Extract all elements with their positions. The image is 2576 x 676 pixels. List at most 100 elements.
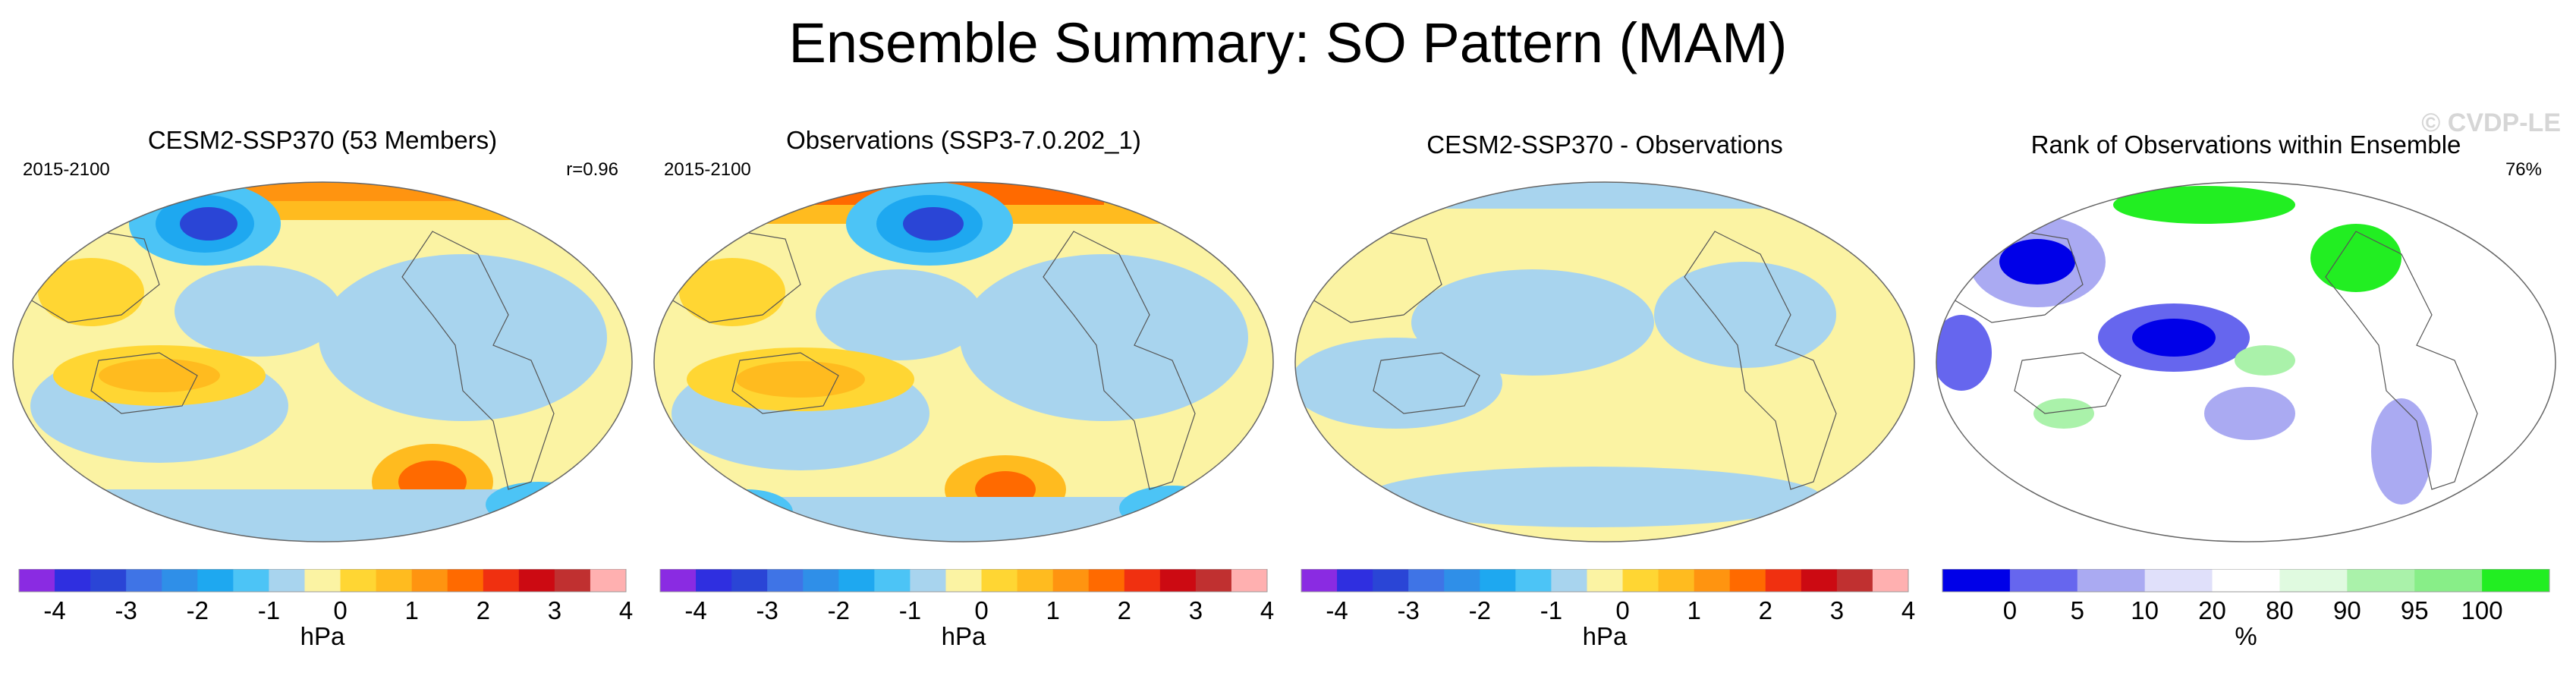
colorbar-box xyxy=(2077,569,2146,592)
colorbar-box xyxy=(162,569,198,592)
period-label: 2015-2100 xyxy=(23,159,110,180)
panel-model: CESM2-SSP370 (53 Members) 2015-2100 r=0.… xyxy=(8,121,637,664)
colorbar-tick-label: -1 xyxy=(899,596,921,622)
colorbar-tick-label: 2 xyxy=(1759,596,1772,622)
colorbar: -4 -3 -2 -1 0 1 2 3 4 xyxy=(1301,569,1915,622)
colorbar-unit: hPa xyxy=(941,622,986,650)
colorbar-tick-label: 100 xyxy=(2461,596,2503,622)
map-border xyxy=(12,181,633,542)
colorbar-box xyxy=(910,569,946,592)
map-rank xyxy=(1936,181,2556,542)
colorbar-box xyxy=(2009,569,2078,592)
colorbar-tick-label: 2 xyxy=(477,596,490,622)
colorbar-box xyxy=(1017,569,1054,592)
colorbar-box xyxy=(1515,569,1552,592)
colorbar-outline xyxy=(659,569,1268,593)
colorbar-tick-label: 1 xyxy=(1046,596,1059,622)
panel-difference: CESM2-SSP370 - Observations -4 -3 -2 -1 0 1 2 3… xyxy=(1290,121,1920,664)
colorbar-box xyxy=(1729,569,1766,592)
colorbar-box xyxy=(1765,569,1802,592)
colorbar-tick-label: -4 xyxy=(43,596,65,622)
correlation-label: r=0.96 xyxy=(566,159,618,180)
colorbar-box xyxy=(1622,569,1659,592)
colorbar-box xyxy=(731,569,768,592)
colorbar-tick-label: 3 xyxy=(1189,596,1203,622)
colorbar-box xyxy=(767,569,804,592)
arctic-high-rank xyxy=(2113,186,2295,224)
asia-high xyxy=(679,258,785,326)
americas-coast xyxy=(2325,231,2478,490)
colorbar-tick-label: 3 xyxy=(548,596,561,622)
colorbar-tick-label: -2 xyxy=(828,596,850,622)
colorbar-tick-label: -3 xyxy=(115,596,137,622)
colorbar-box xyxy=(660,569,697,592)
arctic-low xyxy=(1295,182,1914,209)
colorbar-box xyxy=(1195,569,1232,592)
pacific-low-rank-core xyxy=(2132,319,2216,357)
colorbar-box xyxy=(1231,569,1268,592)
colorbar-tick-label: -1 xyxy=(1540,596,1562,622)
watermark: © CVDP-LE xyxy=(2421,108,2561,137)
colorbar-box xyxy=(1444,569,1480,592)
asia-low-rank-core xyxy=(1999,239,2075,285)
east-pacific-low xyxy=(319,254,607,421)
colorbar-box xyxy=(945,569,983,592)
southern-low-2 xyxy=(1119,486,1225,531)
colorbar-box xyxy=(2212,569,2280,592)
colorbar-tick-label: 0 xyxy=(1615,596,1629,622)
map-difference xyxy=(1294,181,1915,542)
colorbar-box xyxy=(554,569,591,592)
colorbar-unit: % xyxy=(2235,622,2257,650)
colorbar-box xyxy=(1480,569,1516,592)
colorbar-tick-label: 4 xyxy=(619,596,633,622)
period-label: 2015-2100 xyxy=(664,159,751,180)
colorbar-box xyxy=(1408,569,1445,592)
colorbar-box xyxy=(411,569,448,592)
americas-coast xyxy=(1043,231,1196,490)
colorbar: -4 -3 -2 -1 0 1 2 3 4 xyxy=(659,569,1274,622)
colorbar-tick-label: 0 xyxy=(333,596,347,622)
colorbar-box xyxy=(803,569,839,592)
colorbar-tick-label: 10 xyxy=(2131,596,2159,622)
colorbar-box xyxy=(340,569,377,592)
colorbar-box xyxy=(1872,569,1909,592)
east-pacific-low xyxy=(1654,262,1836,368)
indian-low xyxy=(1295,338,1502,429)
colorbar-box xyxy=(376,569,413,592)
southern-ocean-low xyxy=(654,497,1273,542)
colorbar-tick-label: -4 xyxy=(1326,596,1348,622)
pacific-low xyxy=(1411,269,1654,376)
colorbar-box xyxy=(2414,569,2483,592)
colorbar-box xyxy=(1088,569,1125,592)
tropical-low xyxy=(816,269,983,360)
colorbar-box xyxy=(1587,569,1624,592)
colorbar-tick-label: -2 xyxy=(1469,596,1491,622)
colorbar-box xyxy=(2279,569,2348,592)
tropical-high-rank xyxy=(2235,345,2295,376)
colorbar-box xyxy=(1658,569,1695,592)
aleutian-low-core xyxy=(180,207,237,241)
colorbar-tick-label: 0 xyxy=(2003,596,2017,622)
australia-coast xyxy=(2014,352,2122,414)
south-america-low-rank xyxy=(2371,398,2432,505)
colorbar-box xyxy=(1159,569,1197,592)
southern-low xyxy=(1366,467,1821,527)
colorbar-box xyxy=(981,569,1018,592)
colorbar-box xyxy=(1124,569,1161,592)
panel-title: Rank of Observations within Ensemble xyxy=(2030,130,2461,159)
southern-low-2 xyxy=(486,482,592,527)
colorbar-box xyxy=(304,569,341,592)
colorbar-box xyxy=(2347,569,2415,592)
panel-rank: Rank of Observations within Ensemble 76%… xyxy=(1931,121,2561,664)
australia-coast xyxy=(1373,352,1480,414)
south-pacific-low-rank xyxy=(2204,387,2295,440)
map-border xyxy=(1294,181,1915,542)
australia-high-core xyxy=(99,359,220,392)
colorbar-box xyxy=(518,569,555,592)
asia-high xyxy=(38,258,144,326)
australia-coast xyxy=(731,352,839,414)
colorbar-box xyxy=(1694,569,1731,592)
colorbar-box xyxy=(90,569,127,592)
colorbar-unit: hPa xyxy=(1582,622,1628,650)
colorbar-box xyxy=(19,569,55,592)
